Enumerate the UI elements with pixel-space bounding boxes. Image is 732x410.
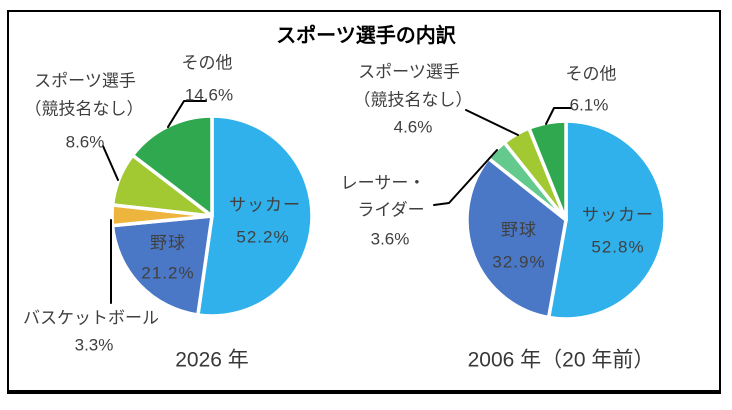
label-athlete-line2-2006: （競技名なし） <box>353 90 473 110</box>
label-athlete-line1-2026: スポーツ選手 <box>34 71 136 91</box>
leader-other-2026 <box>167 100 207 128</box>
label-racer-pct-2006: 3.6% <box>370 229 410 249</box>
label-athlete-pct-2026: 8.6% <box>65 132 105 152</box>
label-soccer-pct-2006: 52.8% <box>591 237 645 257</box>
label-other-pct-2006: 6.1% <box>569 95 609 115</box>
pie-slice-soccer-2006 <box>546 119 667 321</box>
label-athlete-pct-2006: 4.6% <box>393 117 433 137</box>
leader-athlete-2006 <box>465 109 519 136</box>
leader-athlete-2026 <box>102 145 119 181</box>
leader-racer-2006 <box>433 149 498 206</box>
label-other-name-2026: その他 <box>181 53 233 73</box>
label-athlete-line1-2006: スポーツ選手 <box>358 62 460 82</box>
caption-2026: 2026 年 <box>175 348 249 372</box>
label-other-name-2006: その他 <box>565 64 617 84</box>
pie-chart-2006 <box>465 119 667 321</box>
label-baseball-name-2026: 野球 <box>150 233 186 253</box>
label-other-pct-2026: 14.6% <box>184 85 234 105</box>
leader-other-2006 <box>545 107 572 125</box>
label-baseball-pct-2026: 21.2% <box>141 263 195 283</box>
label-basketball-name-2026: バスケットボール <box>23 308 159 328</box>
pie-slice-soccer-2026 <box>196 114 314 318</box>
pie-slice-baseball-2006 <box>465 156 568 320</box>
caption-2006: 2006 年（20 年前） <box>467 348 655 372</box>
label-baseball-pct-2006: 32.9% <box>492 252 546 272</box>
pie-slice-baseball-2026 <box>110 214 214 317</box>
pie-chart-2026 <box>110 114 314 318</box>
label-soccer-name-2006: サッカー <box>582 205 654 225</box>
label-racer-line1-2006: レーサー・ <box>340 173 426 193</box>
label-soccer-pct-2026: 52.2% <box>236 227 290 247</box>
label-racer-line2-2006: ライダー <box>357 200 425 220</box>
label-soccer-name-2026: サッカー <box>229 195 301 215</box>
label-basketball-pct-2026: 3.3% <box>74 335 114 355</box>
label-baseball-name-2006: 野球 <box>501 220 537 240</box>
chart-title: スポーツ選手の内訳 <box>276 25 456 47</box>
label-athlete-line2-2026: （競技名なし） <box>24 99 144 119</box>
